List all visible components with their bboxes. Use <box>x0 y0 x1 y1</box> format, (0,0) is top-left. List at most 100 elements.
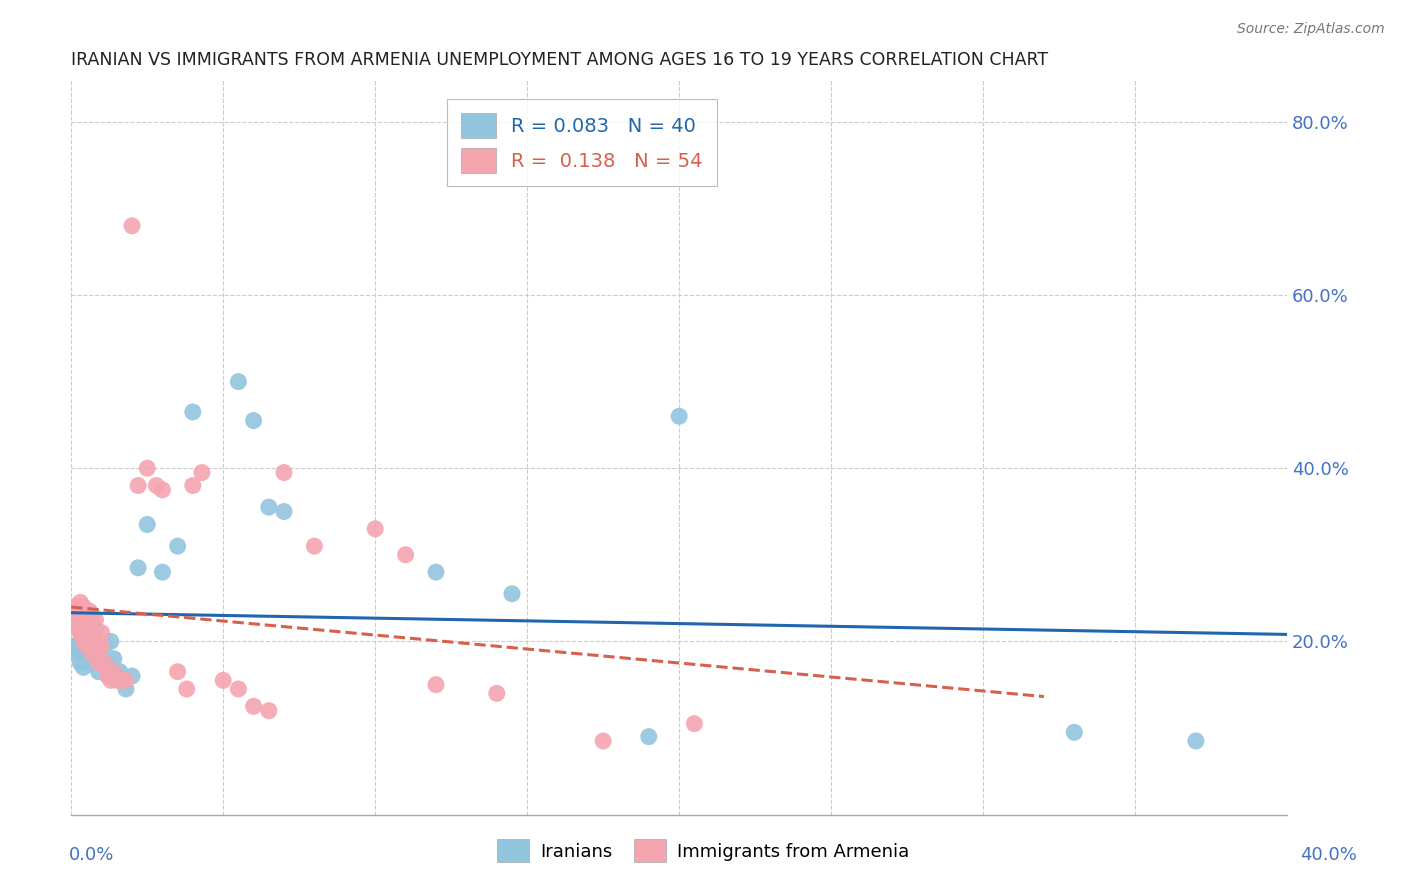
Point <box>84 613 107 627</box>
Point <box>72 648 94 662</box>
Point <box>69 595 91 609</box>
Point <box>121 669 143 683</box>
Point <box>105 669 128 683</box>
Point <box>90 625 112 640</box>
Point <box>66 643 89 657</box>
Point <box>176 681 198 696</box>
Point <box>103 651 125 665</box>
Point <box>273 504 295 518</box>
Point <box>425 678 447 692</box>
Point <box>136 461 159 475</box>
Text: 0.0%: 0.0% <box>69 846 114 863</box>
Point <box>108 673 131 688</box>
Point <box>75 639 97 653</box>
Point <box>485 686 508 700</box>
Point <box>145 478 167 492</box>
Point <box>1185 734 1208 748</box>
Legend: Iranians, Immigrants from Armenia: Iranians, Immigrants from Armenia <box>489 832 917 870</box>
Point <box>93 639 115 653</box>
Point <box>364 522 387 536</box>
Point <box>166 539 188 553</box>
Point <box>242 699 264 714</box>
Point <box>108 665 131 679</box>
Point <box>127 561 149 575</box>
Point <box>63 599 86 614</box>
Point <box>66 621 89 635</box>
Point <box>72 617 94 632</box>
Point <box>66 617 89 632</box>
Point <box>100 673 122 688</box>
Point <box>79 604 101 618</box>
Point <box>90 656 112 670</box>
Text: Source: ZipAtlas.com: Source: ZipAtlas.com <box>1237 22 1385 37</box>
Point <box>425 565 447 579</box>
Point <box>103 665 125 679</box>
Point <box>87 643 110 657</box>
Point <box>166 665 188 679</box>
Point <box>79 617 101 632</box>
Point <box>257 500 280 515</box>
Point <box>66 604 89 618</box>
Point <box>84 634 107 648</box>
Point <box>82 656 104 670</box>
Point <box>191 466 214 480</box>
Point <box>115 673 138 688</box>
Point <box>84 639 107 653</box>
Point <box>84 621 107 635</box>
Point <box>152 483 174 497</box>
Point <box>242 414 264 428</box>
Legend: R = 0.083   N = 40, R =  0.138   N = 54: R = 0.083 N = 40, R = 0.138 N = 54 <box>447 99 717 186</box>
Point <box>668 409 690 424</box>
Point <box>79 651 101 665</box>
Point <box>115 681 138 696</box>
Point <box>75 639 97 653</box>
Point <box>87 665 110 679</box>
Point <box>79 625 101 640</box>
Point <box>136 517 159 532</box>
Point <box>72 660 94 674</box>
Point <box>82 625 104 640</box>
Point <box>273 466 295 480</box>
Point <box>1063 725 1085 739</box>
Point <box>592 734 614 748</box>
Point <box>212 673 235 688</box>
Point <box>69 625 91 640</box>
Point <box>63 639 86 653</box>
Point <box>121 219 143 233</box>
Point <box>97 669 120 683</box>
Point <box>87 656 110 670</box>
Point <box>257 704 280 718</box>
Point <box>90 639 112 653</box>
Point <box>69 634 91 648</box>
Point <box>181 478 204 492</box>
Point <box>82 648 104 662</box>
Point <box>105 673 128 688</box>
Point <box>82 608 104 623</box>
Point <box>79 634 101 648</box>
Point <box>100 634 122 648</box>
Point <box>69 656 91 670</box>
Point <box>75 608 97 623</box>
Point <box>304 539 326 553</box>
Point <box>228 681 250 696</box>
Point <box>90 639 112 653</box>
Point <box>93 656 115 670</box>
Point <box>75 621 97 635</box>
Point <box>69 608 91 623</box>
Point <box>501 587 523 601</box>
Point <box>72 599 94 614</box>
Point <box>72 634 94 648</box>
Point <box>228 375 250 389</box>
Point <box>127 478 149 492</box>
Point <box>63 613 86 627</box>
Point <box>181 405 204 419</box>
Point <box>683 716 706 731</box>
Text: 40.0%: 40.0% <box>1301 846 1357 863</box>
Point <box>152 565 174 579</box>
Text: IRANIAN VS IMMIGRANTS FROM ARMENIA UNEMPLOYMENT AMONG AGES 16 TO 19 YEARS CORREL: IRANIAN VS IMMIGRANTS FROM ARMENIA UNEMP… <box>72 51 1049 69</box>
Point <box>97 656 120 670</box>
Point <box>637 730 659 744</box>
Point <box>75 621 97 635</box>
Point <box>66 648 89 662</box>
Point <box>394 548 416 562</box>
